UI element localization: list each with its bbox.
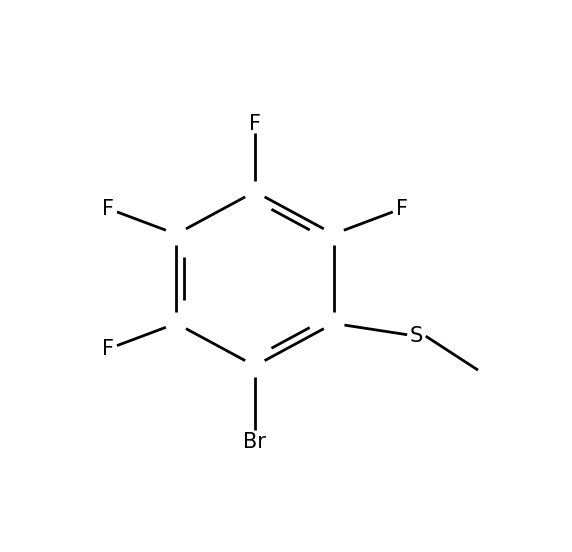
Text: F: F [249, 114, 261, 134]
Text: F: F [102, 339, 114, 359]
Text: F: F [102, 199, 114, 219]
Text: S: S [410, 326, 423, 346]
Text: F: F [395, 199, 407, 219]
Text: Br: Br [244, 432, 267, 453]
